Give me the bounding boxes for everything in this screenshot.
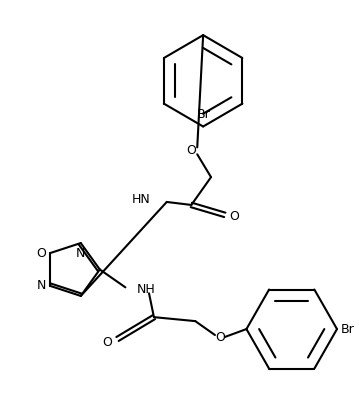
Text: N: N: [37, 279, 46, 292]
Text: Br: Br: [341, 323, 355, 336]
Text: O: O: [215, 331, 225, 344]
Text: NH: NH: [137, 283, 156, 296]
Text: O: O: [103, 336, 113, 349]
Text: O: O: [186, 144, 196, 157]
Text: N: N: [76, 247, 85, 260]
Text: O: O: [36, 247, 46, 260]
Text: HN: HN: [132, 193, 151, 206]
Text: O: O: [230, 210, 239, 223]
Text: Br: Br: [196, 108, 210, 121]
